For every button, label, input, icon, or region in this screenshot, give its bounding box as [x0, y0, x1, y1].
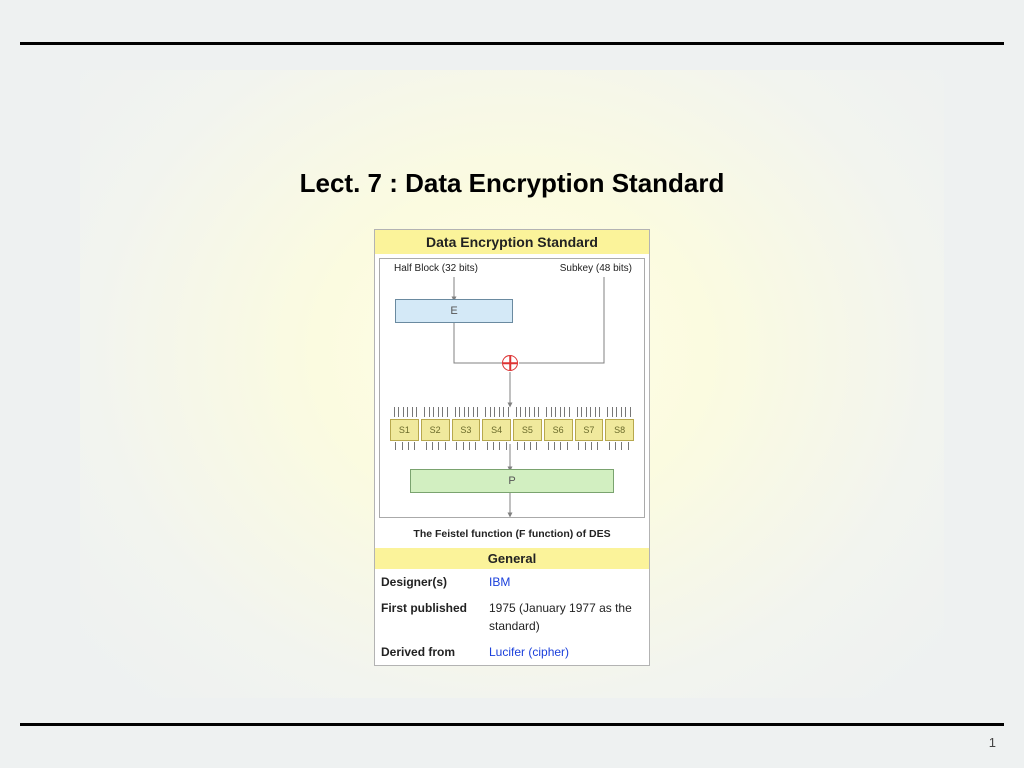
subkey-label: Subkey (48 bits) [560, 263, 632, 274]
feistel-diagram: Half Block (32 bits) Subkey (48 bits) E … [379, 258, 645, 518]
sbox: S7 [575, 419, 604, 441]
sbox: S1 [390, 419, 419, 441]
permutation-box-label: P [508, 475, 515, 487]
half-block-label: Half Block (32 bits) [394, 263, 478, 274]
inforow-first-published: First published 1975 (January 1977 as th… [375, 595, 649, 639]
lecture-title: Lect. 7 : Data Encryption Standard [0, 168, 1024, 199]
xor-icon [502, 355, 518, 371]
infobox-title: Data Encryption Standard [375, 230, 649, 254]
sbox: S6 [544, 419, 573, 441]
sbox: S2 [421, 419, 450, 441]
inforow-key: First published [381, 599, 489, 635]
divider-bottom [20, 723, 1004, 726]
inforow-key: Derived from [381, 643, 489, 661]
inforow-designers: Designer(s) IBM [375, 569, 649, 595]
diagram-caption: The Feistel function (F function) of DES [375, 522, 649, 548]
expansion-box: E [395, 299, 513, 323]
sbox: S5 [513, 419, 542, 441]
infobox: Data Encryption Standard Half Block (32 … [374, 229, 650, 666]
sbox: S3 [452, 419, 481, 441]
inforow-value: 1975 (January 1977 as the standard) [489, 599, 643, 635]
inforow-value-link[interactable]: IBM [489, 573, 643, 591]
expansion-box-label: E [450, 305, 457, 317]
inforow-derived-from: Derived from Lucifer (cipher) [375, 639, 649, 665]
permutation-box: P [410, 469, 614, 493]
inforow-key: Designer(s) [381, 573, 489, 591]
sbox-ticks-in [390, 407, 634, 417]
sbox-row: S1 S2 S3 S4 S5 S6 S7 S8 [390, 419, 634, 441]
sbox-ticks-out [390, 442, 634, 452]
divider-top [20, 42, 1004, 45]
infobox-section-header: General [375, 548, 649, 569]
page-number: 1 [989, 735, 996, 750]
sbox: S4 [482, 419, 511, 441]
inforow-value-link[interactable]: Lucifer (cipher) [489, 643, 643, 661]
sbox: S8 [605, 419, 634, 441]
